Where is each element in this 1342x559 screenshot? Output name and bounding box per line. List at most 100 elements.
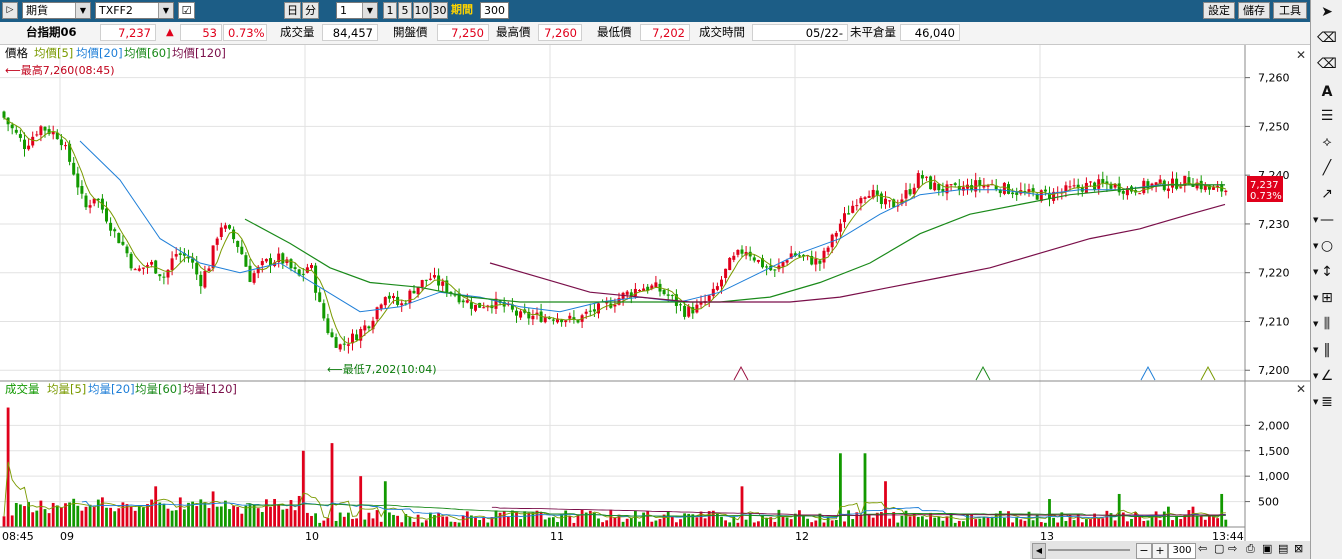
volume-bar	[597, 518, 600, 527]
price-legend-ma5: 均價[5]	[34, 46, 73, 60]
scroll-left-button[interactable]: ◀	[1032, 543, 1046, 559]
volume-bar	[953, 522, 957, 527]
candle-body	[617, 298, 621, 305]
menu-lines-icon[interactable]: ☰	[1320, 108, 1334, 124]
angle-tool-icon[interactable]: ▼ ∠	[1313, 368, 1334, 384]
zoom-in-button[interactable]: +	[1152, 543, 1168, 559]
time-value: 05/22-13:44:59	[752, 24, 848, 57]
candle-body	[441, 281, 445, 286]
volume-bar	[1126, 521, 1129, 527]
print-icon[interactable]: ⎙	[1246, 542, 1255, 555]
interval-30-button[interactable]: 30	[431, 2, 448, 19]
circle-tool-icon[interactable]: ▼ ○	[1313, 238, 1334, 254]
volume-bar	[1076, 514, 1080, 527]
signal-marker	[1140, 365, 1156, 381]
volume-bar	[1175, 515, 1178, 527]
close-icon[interactable]: ✕	[1296, 382, 1306, 396]
volume-bar	[474, 517, 477, 527]
bars-tool-icon[interactable]: ▼ ⫼	[1313, 316, 1331, 332]
checkbox-toggle[interactable]: ☑	[178, 2, 195, 19]
candle-body	[601, 301, 605, 303]
candle-body	[953, 183, 957, 186]
stop-icon[interactable]: ▢	[1214, 542, 1225, 555]
pointer-icon[interactable]: ➤	[1321, 4, 1333, 20]
minute-button[interactable]: 分	[302, 2, 319, 19]
chevron-down-icon[interactable]: ▼	[362, 3, 377, 18]
candle-body	[178, 253, 182, 255]
arrow-line-icon[interactable]: ↗	[1321, 186, 1333, 202]
candle-body	[576, 319, 580, 323]
period-input[interactable]: 300	[480, 2, 509, 19]
interval-10-button[interactable]: 10	[413, 2, 430, 19]
volume-bar	[76, 505, 80, 527]
play-button[interactable]: ▷	[2, 2, 18, 19]
interval-5-button[interactable]: 5	[398, 2, 412, 19]
eraser-icon[interactable]: ⌫	[1317, 30, 1337, 46]
erase-all-icon[interactable]: ⌫	[1317, 56, 1337, 72]
candle-body	[387, 295, 391, 299]
prev-icon[interactable]: ⇦	[1198, 542, 1208, 555]
volume-bar	[375, 510, 379, 527]
fib-tool-icon[interactable]: ▼ ⊞	[1313, 290, 1333, 306]
volume-bar	[1130, 518, 1133, 527]
tag-icon[interactable]: ⟡	[1322, 134, 1332, 150]
candle-body	[342, 343, 346, 345]
export-icon[interactable]: ▤	[1278, 542, 1289, 555]
chevron-down-icon[interactable]: ▼	[158, 3, 173, 18]
chevron-down-icon[interactable]: ▼	[75, 3, 90, 18]
change-percent: 0.73%	[223, 24, 267, 41]
candle-body	[1220, 184, 1224, 192]
candle-body	[14, 129, 18, 133]
candle-body	[10, 124, 14, 129]
candle-body	[64, 145, 67, 147]
volume-bar	[904, 510, 908, 527]
save-button[interactable]: 儲存	[1238, 2, 1270, 19]
price-volume-chart[interactable]: 7,200 7,210 7,220 7,230 7,240 7,250 7,260 500 1,…	[0, 0, 1310, 559]
volume-bar	[408, 516, 412, 527]
volume-bar	[863, 453, 867, 527]
columns-tool-icon[interactable]: ▼ ‖	[1313, 342, 1331, 358]
candle-body	[424, 279, 428, 281]
candle-body	[621, 292, 625, 300]
candle-body	[535, 312, 539, 315]
candle-body	[170, 258, 174, 270]
candle-body	[1183, 175, 1187, 186]
market-select[interactable]: 期貨 ▼	[22, 2, 91, 19]
horizontal-line-icon[interactable]: ▼ —	[1313, 212, 1334, 228]
vertical-arrow-icon[interactable]: ▼ ↕	[1313, 264, 1333, 280]
volume-bar	[379, 521, 383, 527]
close-icon[interactable]: ✕	[1296, 48, 1306, 62]
text-tool-icon[interactable]: A	[1321, 84, 1333, 100]
volume-bar	[629, 517, 633, 527]
interval-1-button[interactable]: 1	[383, 2, 397, 19]
settings-button[interactable]: 設定	[1203, 2, 1235, 19]
volume-bar	[736, 522, 740, 527]
candle-body	[625, 291, 629, 295]
next-icon[interactable]: ⇨	[1228, 542, 1238, 555]
tools-button[interactable]: 工具	[1273, 2, 1307, 19]
volume-bar	[27, 502, 30, 527]
volume-bar	[19, 504, 22, 527]
interval-select[interactable]: 1 ▼	[336, 2, 378, 19]
zoom-out-button[interactable]: −	[1136, 543, 1152, 559]
candle-body	[31, 136, 35, 146]
candle-body	[1068, 186, 1072, 188]
volume-bar	[183, 509, 186, 527]
candle-body	[310, 264, 313, 268]
candle-body	[510, 304, 514, 310]
scrollbar-track[interactable]	[1048, 549, 1130, 551]
day-button[interactable]: 日	[284, 2, 301, 19]
candle-body	[748, 251, 752, 257]
save-icon[interactable]: ▣	[1262, 542, 1273, 555]
gann-tool-icon[interactable]: ▼ ≣	[1313, 394, 1333, 410]
volume-bar	[310, 515, 313, 527]
candle-body	[1134, 190, 1138, 193]
candle-body	[834, 232, 838, 237]
line-tool-icon[interactable]: ╱	[1322, 160, 1332, 176]
candle-body	[55, 132, 59, 140]
fullscreen-icon[interactable]: ⊠	[1294, 542, 1304, 555]
symbol-select[interactable]: TXFF2 ▼	[95, 2, 174, 19]
zoom-input[interactable]: 300	[1168, 543, 1196, 559]
volume-bar	[642, 512, 645, 527]
candle-body	[461, 300, 465, 303]
